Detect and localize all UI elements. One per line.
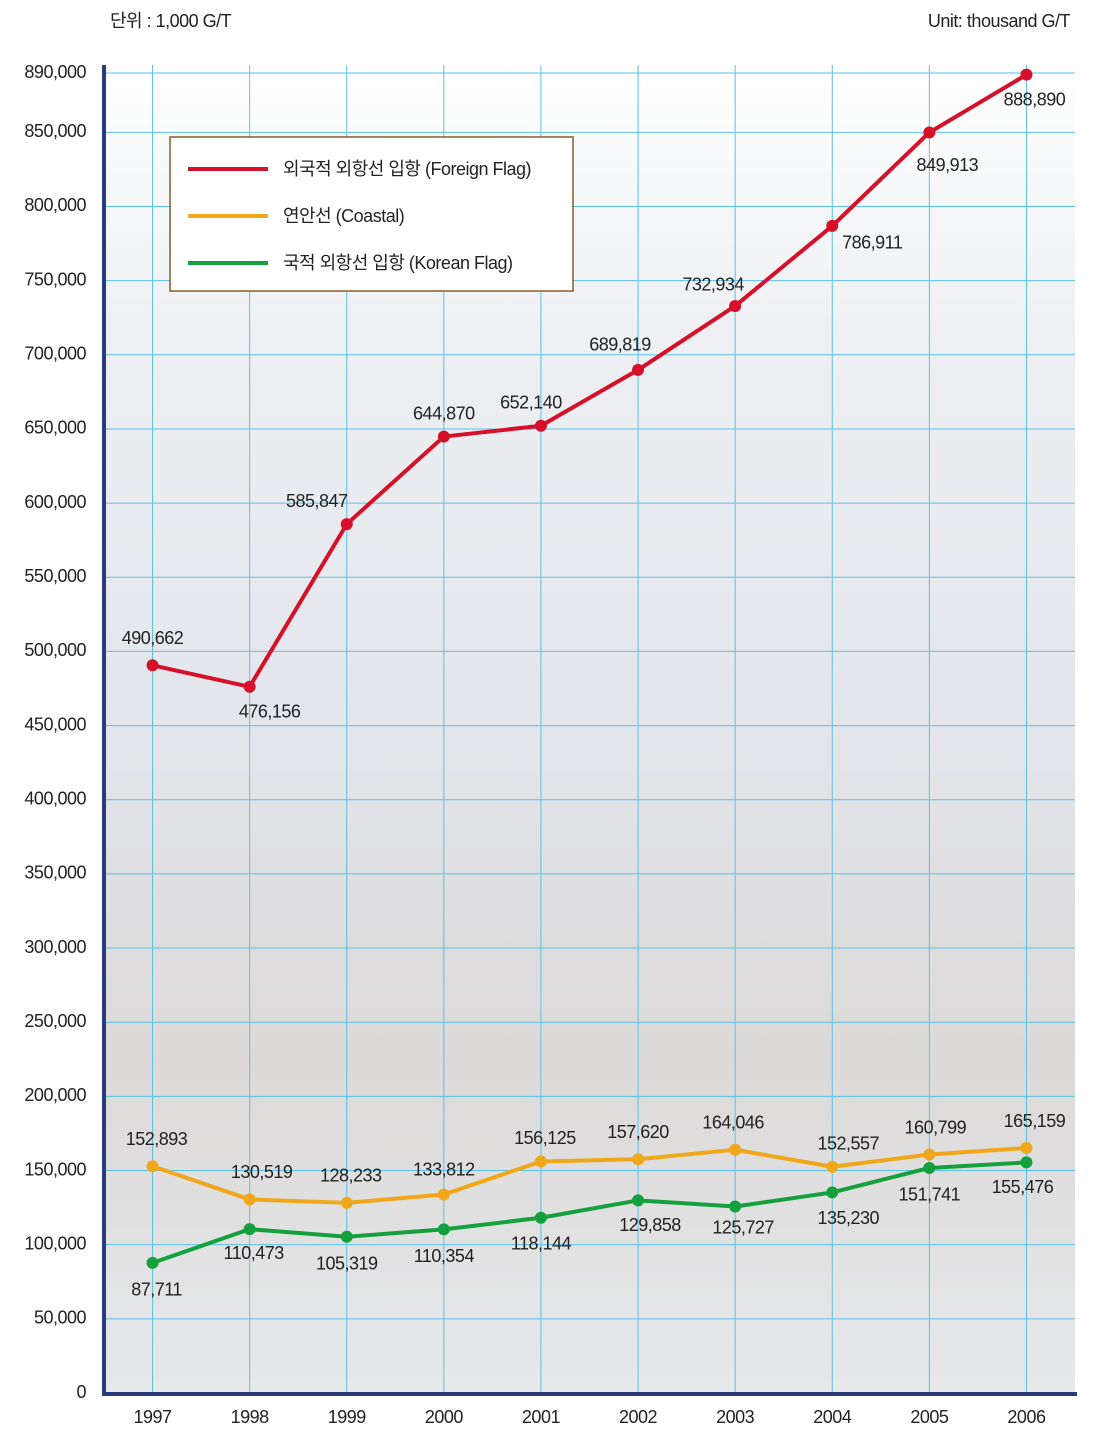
x-tick-label: 1997 — [134, 1407, 173, 1427]
y-tick-label: 750,000 — [24, 269, 86, 289]
unit-label-ko: 단위 : 1,000 G/T — [110, 11, 232, 31]
data-point — [729, 300, 741, 312]
data-point — [244, 1193, 256, 1205]
data-point — [923, 1162, 935, 1174]
data-point — [729, 1144, 741, 1156]
data-point — [923, 126, 935, 138]
data-label: 165,159 — [1004, 1111, 1066, 1131]
data-label: 585,847 — [286, 491, 348, 511]
x-tick-label: 2003 — [716, 1407, 755, 1427]
data-label: 849,913 — [917, 155, 979, 175]
data-label: 652,140 — [500, 393, 562, 413]
y-tick-label: 100,000 — [24, 1233, 86, 1253]
x-tick-label: 2006 — [1007, 1407, 1046, 1427]
y-tick-label: 300,000 — [24, 937, 86, 957]
x-tick-label: 1998 — [231, 1407, 270, 1427]
y-tick-label: 650,000 — [24, 418, 86, 438]
data-label: 888,890 — [1004, 89, 1066, 109]
x-tick-label: 1999 — [328, 1407, 367, 1427]
data-label: 160,799 — [905, 1117, 967, 1137]
data-label: 490,662 — [122, 628, 184, 648]
data-label: 130,519 — [231, 1162, 293, 1182]
data-label: 156,125 — [514, 1128, 576, 1148]
data-point — [341, 1197, 353, 1209]
data-label: 125,727 — [712, 1217, 774, 1237]
data-point — [1020, 1156, 1032, 1168]
data-point — [826, 220, 838, 232]
data-point — [535, 420, 547, 432]
data-point — [147, 1257, 159, 1269]
data-label: 110,473 — [224, 1243, 285, 1263]
y-tick-label: 150,000 — [24, 1159, 86, 1179]
data-label: 786,911 — [842, 233, 903, 253]
x-tick-label: 2001 — [522, 1407, 561, 1427]
chart: 단위 : 1,000 G/T Unit: thousand G/T 490,66… — [0, 0, 1094, 1439]
data-label: 129,858 — [619, 1215, 681, 1235]
data-point — [147, 1160, 159, 1172]
data-label: 110,354 — [414, 1246, 475, 1266]
y-tick-label: 850,000 — [24, 121, 86, 141]
data-label: 689,819 — [589, 335, 651, 355]
legend-label: 국적 외항선 입항 (Korean Flag) — [283, 253, 512, 273]
y-tick-label: 500,000 — [24, 640, 86, 660]
data-label: 157,620 — [607, 1122, 669, 1142]
legend-label: 연안선 (Coastal) — [283, 206, 404, 226]
data-label: 118,144 — [511, 1234, 572, 1254]
data-point — [1020, 1142, 1032, 1154]
data-label: 155,476 — [992, 1177, 1054, 1197]
y-tick-label: 800,000 — [24, 195, 86, 215]
data-point — [1020, 69, 1032, 81]
data-point — [341, 518, 353, 530]
y-tick-label: 450,000 — [24, 714, 86, 734]
data-point — [632, 364, 644, 376]
data-point — [535, 1212, 547, 1224]
data-label: 164,046 — [702, 1112, 764, 1132]
data-point — [438, 431, 450, 443]
data-label: 732,934 — [682, 275, 744, 295]
x-tick-label: 2000 — [425, 1407, 464, 1427]
data-point — [632, 1153, 644, 1165]
data-point — [438, 1189, 450, 1201]
y-tick-label: 890,000 — [24, 62, 86, 82]
data-point — [341, 1231, 353, 1243]
y-tick-label: 400,000 — [24, 788, 86, 808]
y-tick-label: 250,000 — [24, 1011, 86, 1031]
data-point — [826, 1186, 838, 1198]
data-label: 476,156 — [239, 702, 301, 722]
y-tick-label: 700,000 — [24, 344, 86, 364]
data-label: 128,233 — [320, 1166, 382, 1186]
x-tick-label: 2004 — [813, 1407, 852, 1427]
data-label: 105,319 — [316, 1254, 378, 1274]
y-tick-label: 600,000 — [24, 492, 86, 512]
data-point — [632, 1194, 644, 1206]
data-label: 87,711 — [131, 1280, 182, 1300]
x-tick-label: 2005 — [910, 1407, 949, 1427]
data-label: 152,893 — [126, 1129, 188, 1149]
y-tick-label: 200,000 — [24, 1085, 86, 1105]
data-point — [244, 681, 256, 693]
legend-label: 외국적 외항선 입항 (Foreign Flag) — [283, 159, 531, 179]
data-point — [729, 1201, 741, 1213]
data-label: 133,812 — [413, 1159, 475, 1179]
data-point — [438, 1223, 450, 1235]
data-point — [923, 1149, 935, 1161]
y-tick-label: 0 — [76, 1382, 86, 1402]
y-tick-label: 50,000 — [34, 1308, 87, 1328]
data-point — [147, 659, 159, 671]
data-point — [826, 1161, 838, 1173]
data-label: 135,230 — [817, 1208, 879, 1228]
data-point — [244, 1223, 256, 1235]
data-label: 151,741 — [899, 1185, 961, 1205]
y-tick-label: 550,000 — [24, 566, 86, 586]
y-tick-label: 350,000 — [24, 863, 86, 883]
data-point — [535, 1155, 547, 1167]
x-tick-label: 2002 — [619, 1407, 658, 1427]
data-label: 644,870 — [413, 403, 475, 423]
data-label: 152,557 — [817, 1133, 879, 1153]
legend: 외국적 외항선 입항 (Foreign Flag) 연안선 (Coastal) 국적… — [170, 137, 573, 291]
unit-label-en: Unit: thousand G/T — [928, 11, 1071, 31]
